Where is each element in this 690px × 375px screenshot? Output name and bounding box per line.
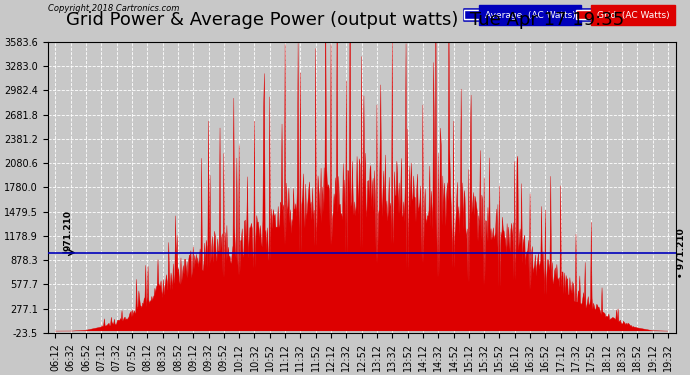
Text: 971.210: 971.210 [63, 210, 72, 251]
Text: Grid Power & Average Power (output watts)  Tue Apr 17 19:35: Grid Power & Average Power (output watts… [66, 11, 624, 29]
Legend: Average  (AC Watts), Grid  (AC Watts): Average (AC Watts), Grid (AC Watts) [462, 8, 671, 22]
Text: Copyright 2018 Cartronics.com: Copyright 2018 Cartronics.com [48, 4, 179, 13]
Text: • 971.210: • 971.210 [677, 228, 686, 278]
